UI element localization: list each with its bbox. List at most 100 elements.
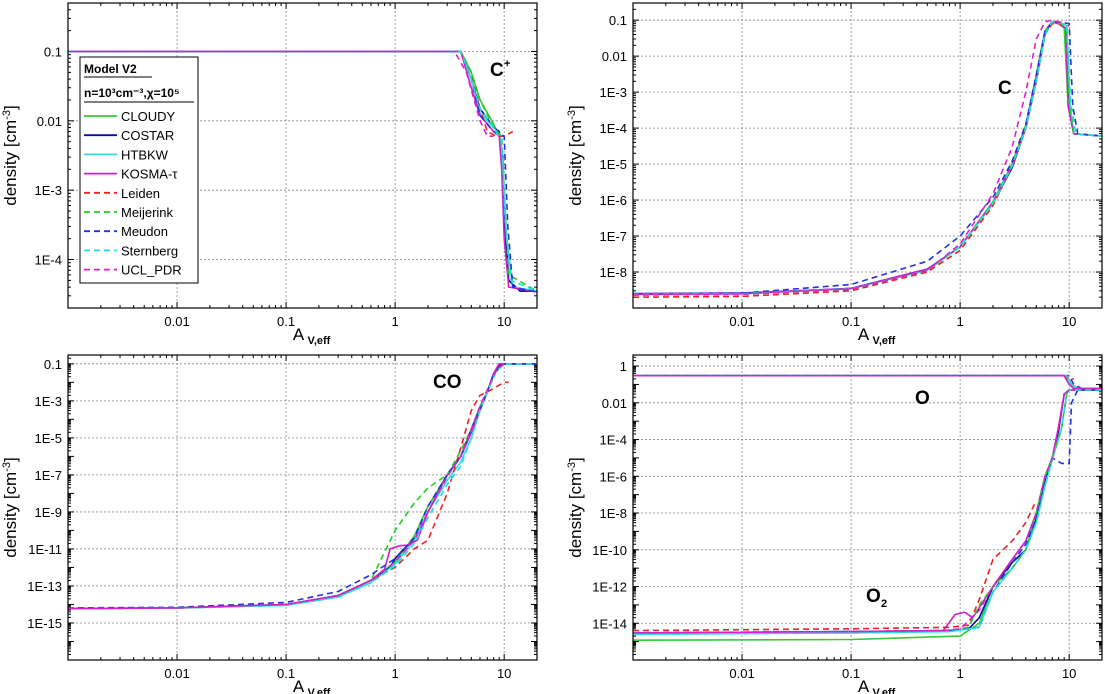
series-line-kosma- [68, 363, 537, 610]
series-line-sternberg [633, 21, 1102, 296]
series-line-costar [633, 374, 1102, 390]
legend-entry: HTBKW [121, 147, 169, 162]
x-axis-label: A [293, 677, 305, 694]
y-tick-label: 1E-9 [35, 505, 62, 520]
x-tick-label: 0.01 [164, 314, 189, 329]
series-line-ucl-pdr [68, 50, 494, 137]
chart-cplus: 0.01 0.1 1 10 0.1 0.01 1E-3 1E-4 A V,eff density [… [1, 2, 538, 347]
x-tick-label: 0.1 [842, 314, 860, 329]
x-axis-label: A [293, 325, 305, 344]
y-tick-label: 1E-8 [600, 265, 627, 280]
y-tick-label: 1E-14 [592, 616, 627, 631]
species-label-2-subscript: 2 [881, 598, 887, 610]
y-tick-label: 0.1 [609, 13, 627, 28]
y-tick-label: 1E-3 [600, 85, 627, 100]
x-tick-label: 10 [497, 314, 511, 329]
y-tick-label: 1E-11 [28, 542, 62, 557]
series-line-kosma- [633, 20, 1102, 296]
x-tick-label: 0.01 [729, 314, 754, 329]
species-label-superscript: + [504, 58, 510, 70]
x-tick-label: 0.1 [277, 666, 295, 681]
y-tick-label: 0.01 [37, 114, 62, 129]
series-line-meudon [633, 374, 1102, 390]
y-tick-label: 1E-6 [600, 469, 627, 484]
legend: Model V2 n=10³cm⁻³,χ=10⁵ CLOUDY COSTAR HTBKW… [79, 56, 199, 284]
series-line-meijerink [633, 389, 1070, 634]
series-group [633, 374, 1102, 641]
legend-entry: KOSMA-τ [121, 167, 178, 182]
x-tick-label: 10 [497, 666, 511, 681]
y-axis-label: density [cm-3] [1, 105, 20, 206]
series-line-meudon [633, 21, 1102, 295]
legend-entry: Leiden [121, 186, 160, 201]
y-tick-label: 1E-5 [35, 431, 62, 446]
x-axis-label-subscript: V,eff [308, 687, 331, 694]
x-axis-label-subscript: V,eff [873, 335, 896, 347]
y-tick-label: 1E-12 [592, 580, 627, 595]
series-line-meijerink [633, 374, 1102, 390]
species-label: C [490, 60, 504, 81]
chart-c: 0.01 0.1 1 10 0.1 0.01 1E-3 1E-4 1E-5 1E-6 1E-7 1E-… [566, 2, 1103, 347]
series-line-sternberg [633, 389, 1102, 636]
series-line-sternberg [68, 50, 537, 292]
y-axis-label: density [cm-3] [1, 457, 20, 558]
series-group [68, 363, 537, 610]
series-line-htbkw [633, 21, 1102, 296]
x-tick-label: 1 [392, 666, 399, 681]
y-axis-label: density [cm-3] [566, 457, 585, 558]
x-axis-label: A [858, 325, 870, 344]
series-line-costar [633, 21, 1102, 295]
series-line-meudon [68, 363, 537, 609]
species-label-2: O [866, 586, 881, 607]
chart-co: 0.01 0.1 1 10 0.1 1E-3 1E-5 1E-7 1E-9 1E-11 1E-13 1… [1, 354, 538, 694]
y-tick-label: 0.1 [44, 357, 62, 372]
x-tick-label: 1 [957, 666, 964, 681]
series-line-kosma- [633, 374, 1102, 390]
x-axis-label: A [858, 677, 870, 694]
legend-subtitle: n=10³cm⁻³,χ=10⁵ [84, 86, 180, 100]
y-tick-label: 1E-5 [600, 157, 627, 172]
series-group [68, 50, 537, 293]
y-tick-label: 1E-13 [27, 579, 62, 594]
legend-box [79, 56, 199, 284]
series-line-sternberg [68, 363, 537, 610]
species-label: CO [433, 372, 462, 393]
y-tick-label: 1E-4 [35, 253, 62, 268]
series-line-ucl-pdr [68, 363, 505, 610]
y-tick-label: 1E-3 [35, 394, 62, 409]
series-line-costar [68, 363, 537, 610]
plot-frame [67, 2, 538, 309]
plot-frame [632, 2, 1103, 309]
legend-entry: Meijerink [121, 205, 174, 220]
y-tick-label: 1E-4 [600, 121, 627, 136]
series-line-htbkw [633, 374, 1102, 390]
species-label: C [998, 78, 1012, 99]
y-tick-label: 1E-7 [35, 468, 62, 483]
x-tick-label: 0.01 [164, 666, 189, 681]
plot-frame [67, 354, 538, 661]
x-tick-label: 1 [392, 314, 399, 329]
series-line-cloudy [633, 20, 1102, 295]
series-line-leiden [68, 381, 509, 610]
legend-title: Model V2 [84, 62, 137, 76]
series-group [633, 19, 1102, 298]
y-axis-label: density [cm-3] [566, 105, 585, 206]
series-line-ucl-pdr [633, 374, 1102, 390]
x-tick-label: 10 [1062, 666, 1076, 681]
series-line-ucl-pdr [633, 19, 1065, 296]
plot-frame [632, 354, 1103, 661]
x-axis-label-subscript: V,eff [308, 335, 331, 347]
series-line-meudon [633, 389, 1102, 634]
y-tick-label: 0.01 [602, 396, 627, 411]
series-line-ucl-pdr [633, 389, 1070, 634]
y-tick-label: 1E-3 [35, 183, 62, 198]
y-tick-label: 1E-8 [600, 506, 627, 521]
legend-entry: COSTAR [121, 128, 174, 143]
y-tick-label: 0.01 [602, 49, 627, 64]
legend-entry: Sternberg [121, 243, 178, 258]
legend-entry: UCL_PDR [121, 263, 182, 278]
y-tick-label: 1E-6 [600, 193, 627, 208]
series-line-htbkw [68, 363, 537, 610]
x-tick-label: 0.01 [729, 666, 754, 681]
